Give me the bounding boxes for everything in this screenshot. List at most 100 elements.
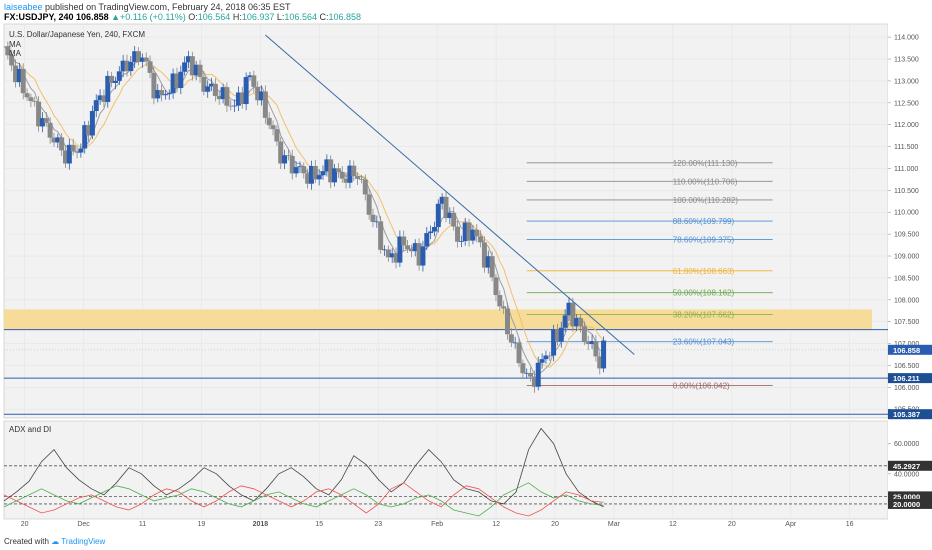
candle-body: [86, 125, 92, 136]
price-axis[interactable]: [888, 24, 932, 519]
symbol-label[interactable]: FX:USDJPY, 240: [4, 12, 74, 22]
price-chart[interactable]: 120.00%(111.130) 110.00%(110.706) 100.00%(…: [0, 0, 932, 536]
candle-body: [351, 165, 357, 177]
candle-body: [97, 95, 103, 101]
indicator-level-tag-label: 25.0000: [893, 492, 920, 501]
candle-body: [439, 196, 445, 204]
candle-body: [59, 137, 65, 151]
candle-body: [166, 93, 172, 95]
candle-body: [562, 315, 568, 328]
price-tick-label: 114.000: [894, 35, 919, 42]
candle-body: [335, 168, 341, 172]
time-tick-label: Dec: [77, 521, 90, 528]
candle-body: [143, 57, 149, 62]
candle-body: [43, 118, 49, 123]
time-axis[interactable]: 20 Dec 11 19 2018 15 23 Feb 12 20 Mar 12 20 Apr 16: [21, 521, 854, 528]
close-value: 106.858: [328, 12, 362, 22]
candle-body: [205, 86, 211, 92]
candle-body: [147, 61, 153, 73]
candle-body: [224, 87, 230, 106]
candle-body: [20, 68, 26, 94]
candle-body: [39, 118, 45, 127]
candle-body: [232, 105, 238, 107]
indicator-series-1: [3, 482, 604, 517]
candle-body: [89, 111, 95, 136]
price-tick-label: 107.500: [894, 319, 919, 326]
candle-body: [132, 51, 138, 62]
last-price: 106.858: [76, 12, 109, 22]
indicator-series-0: [3, 427, 604, 508]
indicator-title[interactable]: ADX and DI: [9, 425, 51, 434]
candle-body: [374, 221, 380, 223]
candle-body: [416, 243, 422, 266]
candle-body: [162, 94, 168, 96]
price-tick-label: 110.000: [894, 210, 919, 217]
candle-body: [412, 243, 418, 252]
price-tick-label: 110.500: [894, 188, 919, 195]
candle-body: [382, 249, 388, 251]
candle-body: [74, 151, 80, 153]
candle-body: [389, 253, 395, 258]
candle-body: [51, 137, 57, 143]
candle-body: [282, 155, 288, 164]
candle-body: [535, 362, 541, 387]
horizontal-lines[interactable]: [4, 329, 888, 415]
price-tick-label: 106.000: [894, 385, 919, 392]
candle-body: [566, 302, 572, 316]
fibonacci-retracement[interactable]: 120.00%(111.130) 110.00%(110.706) 100.00%(…: [526, 159, 773, 391]
candle-body: [262, 91, 268, 118]
candle-body: [493, 277, 499, 296]
candle-body: [551, 329, 557, 356]
candle-body: [193, 64, 199, 76]
candle-body: [109, 75, 115, 83]
candle-body: [139, 57, 145, 62]
candle-body: [451, 212, 457, 227]
candle-body: [408, 249, 414, 252]
ma-legend-1[interactable]: MA: [9, 40, 22, 49]
zone-layer: [4, 309, 872, 330]
candle-body: [136, 51, 142, 62]
candle-body: [78, 148, 84, 153]
tradingview-brand-link[interactable]: TradingView: [61, 537, 106, 546]
candle-body: [247, 75, 253, 78]
candle-body: [185, 56, 191, 63]
candle-body: [116, 71, 122, 81]
candle-body: [174, 73, 180, 89]
candle-body: [428, 231, 434, 234]
fib-level-label: 38.20%(107.662): [673, 311, 735, 320]
fib-level-label: 120.00%(111.130): [673, 159, 738, 168]
candle-body: [435, 203, 441, 228]
support-price-tag-bg: [888, 373, 932, 384]
candle-body: [578, 318, 584, 327]
time-tick-label: 12: [492, 521, 500, 528]
candle-body: [312, 165, 318, 180]
resistance-zone: [4, 309, 872, 330]
candle-body: [481, 242, 487, 268]
indicator-series-2: [3, 482, 604, 517]
indicator-level-tag-label: 45.2927: [893, 462, 920, 471]
chart-background: [3, 23, 932, 520]
price-tick-label: 109.000: [894, 254, 919, 261]
candle-body: [62, 150, 68, 164]
price-tick-label: 113.500: [894, 57, 919, 64]
candle-body: [270, 125, 276, 130]
candle-body: [101, 95, 107, 102]
candle-body: [332, 168, 338, 183]
candle-body: [397, 236, 403, 263]
candle-body: [489, 256, 495, 278]
candle-body: [255, 86, 261, 101]
fib-level-label: 0.00%(106.042): [673, 382, 730, 391]
author-link[interactable]: laiseabee: [4, 2, 43, 12]
trendline-layer[interactable]: [265, 34, 635, 355]
candle-body: [105, 75, 111, 102]
candle-body: [504, 308, 510, 335]
candle-body: [366, 194, 372, 215]
candle-body: [120, 60, 126, 72]
indicator-tick-label: 40.0000: [894, 471, 919, 478]
fib-level-label: 61.80%(108.663): [673, 267, 735, 276]
candle-body: [36, 101, 42, 127]
fib-level-label: 100.00%(110.282): [673, 196, 739, 205]
candle-body: [243, 77, 249, 105]
ma-legend-2[interactable]: MA: [9, 49, 22, 58]
candle-body: [316, 175, 322, 180]
